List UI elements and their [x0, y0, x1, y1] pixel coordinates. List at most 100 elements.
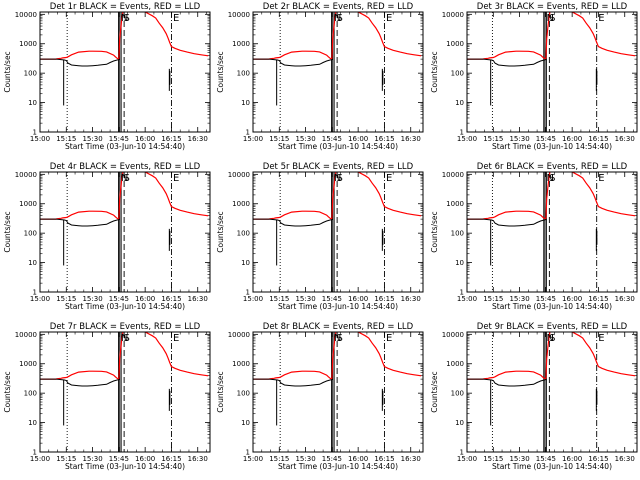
x-tick-label: 15:45 — [536, 295, 556, 303]
x-tick-label: 15:15 — [269, 455, 289, 463]
x-tick-label: 16:30 — [401, 295, 421, 303]
plot-frame — [39, 331, 211, 453]
x-tick-label: 16:15 — [374, 135, 394, 143]
marker-n: N — [546, 13, 553, 24]
y-tick-label: 10 — [28, 99, 37, 107]
y-tick-label: 10 — [241, 419, 250, 427]
chart-panel-5: Det 5r BLACK = Events, RED = LLD 1 10 100 10… — [216, 162, 424, 311]
x-tick-label: 15:15 — [269, 135, 289, 143]
y-tick-label: 1 — [33, 289, 37, 297]
x-tick-label: 16:15 — [374, 295, 394, 303]
y-tick-label: 10000 — [442, 11, 464, 19]
plot-frame — [252, 331, 424, 453]
y-tick-label: 1000 — [19, 200, 37, 208]
plot-frame — [466, 171, 638, 293]
x-tick-label: 16:15 — [161, 295, 181, 303]
marker-s: S — [124, 13, 130, 24]
x-tick-label: 16:00 — [135, 135, 155, 143]
marker-n: N — [546, 333, 553, 344]
x-tick-label: 16:30 — [401, 455, 421, 463]
plot-frame — [466, 11, 638, 133]
y-tick-label: 10000 — [15, 11, 37, 19]
x-axis-label: Start Time (03-Jun-10 14:54:40) — [65, 462, 185, 471]
plot-frame — [466, 331, 638, 453]
x-tick-label: 15:15 — [483, 135, 503, 143]
chart-panel-9: Det 9r BLACK = Events, RED = LLD 1 10 100 10… — [430, 322, 638, 471]
y-tick-label: 1 — [460, 449, 464, 457]
y-axis-label: Counts/sec — [430, 211, 439, 252]
events-line — [467, 218, 547, 227]
marker-n: N — [121, 333, 128, 344]
x-axis-label: Start Time (03-Jun-10 14:54:40) — [492, 302, 612, 311]
x-tick-label: 15:30 — [295, 135, 315, 143]
plot-frame — [39, 171, 211, 293]
x-tick-label: 15:45 — [109, 455, 129, 463]
x-axis-label: Start Time (03-Jun-10 14:54:40) — [65, 142, 185, 151]
plot-frame — [39, 11, 211, 133]
chart-title: Det 7r BLACK = Events, RED = LLD — [50, 322, 201, 332]
x-tick-label: 16:00 — [348, 295, 368, 303]
y-tick-label: 1 — [460, 289, 464, 297]
marker-n: N — [334, 173, 341, 184]
lld-line — [467, 12, 636, 61]
x-tick-label: 15:30 — [295, 455, 315, 463]
lld-line — [467, 332, 636, 381]
marker-e: E — [598, 13, 604, 24]
y-tick-label: 10000 — [228, 11, 250, 19]
x-tick-label: 16:15 — [588, 135, 608, 143]
x-tick-label: 15:45 — [322, 135, 342, 143]
y-tick-label: 1000 — [446, 40, 464, 48]
y-tick-label: 100 — [237, 390, 250, 398]
x-tick-label: 15:00 — [243, 295, 263, 303]
y-axis-label: Counts/sec — [216, 371, 225, 412]
x-tick-label: 15:00 — [243, 455, 263, 463]
marker-e: E — [386, 173, 392, 184]
y-tick-label: 10000 — [228, 331, 250, 339]
plot-area — [253, 12, 422, 132]
marker-e: E — [173, 173, 179, 184]
marker-e: E — [173, 333, 179, 344]
marker-e: E — [598, 173, 604, 184]
x-tick-label: 15:30 — [82, 455, 102, 463]
y-tick-label: 10 — [455, 99, 464, 107]
lld-line — [253, 332, 422, 381]
chart-title: Det 8r BLACK = Events, RED = LLD — [263, 322, 414, 332]
chart-panel-3: Det 3r BLACK = Events, RED = LLD 1 10 100 10… — [430, 2, 638, 151]
x-axis-label: Start Time (03-Jun-10 14:54:40) — [278, 462, 398, 471]
x-tick-label: 15:30 — [509, 455, 529, 463]
y-tick-label: 1 — [246, 289, 250, 297]
lld-line — [467, 172, 636, 221]
x-tick-label: 16:15 — [588, 455, 608, 463]
y-tick-label: 1000 — [19, 360, 37, 368]
marker-s: S — [337, 333, 343, 344]
x-tick-label: 15:15 — [483, 295, 503, 303]
chart-title: Det 5r BLACK = Events, RED = LLD — [263, 162, 414, 172]
x-tick-label: 15:00 — [457, 455, 477, 463]
marker-n: N — [546, 173, 553, 184]
x-axis-label: Start Time (03-Jun-10 14:54:40) — [492, 462, 612, 471]
x-axis-label: Start Time (03-Jun-10 14:54:40) — [278, 142, 398, 151]
lld-line — [40, 332, 209, 381]
x-tick-label: 15:45 — [536, 455, 556, 463]
chart-title: Det 3r BLACK = Events, RED = LLD — [477, 2, 628, 12]
x-tick-label: 15:15 — [269, 295, 289, 303]
x-tick-label: 15:00 — [243, 135, 263, 143]
y-tick-label: 1000 — [19, 40, 37, 48]
marker-n: N — [334, 13, 341, 24]
x-tick-label: 15:45 — [322, 295, 342, 303]
marker-s: S — [549, 173, 555, 184]
marker-n: N — [334, 333, 341, 344]
chart-panel-1: Det 1r BLACK = Events, RED = LLD 1 10 100 10… — [3, 2, 211, 151]
chart-panel-8: Det 8r BLACK = Events, RED = LLD 1 10 100 10… — [216, 322, 424, 471]
x-tick-label: 16:00 — [135, 455, 155, 463]
x-tick-label: 16:15 — [161, 135, 181, 143]
y-tick-label: 10000 — [228, 171, 250, 179]
chart-title: Det 6r BLACK = Events, RED = LLD — [477, 162, 628, 172]
events-line — [467, 58, 547, 67]
x-tick-label: 15:00 — [30, 455, 50, 463]
y-tick-label: 1000 — [446, 360, 464, 368]
x-tick-label: 16:00 — [348, 455, 368, 463]
x-tick-label: 15:45 — [109, 135, 129, 143]
plot-area — [40, 12, 209, 132]
